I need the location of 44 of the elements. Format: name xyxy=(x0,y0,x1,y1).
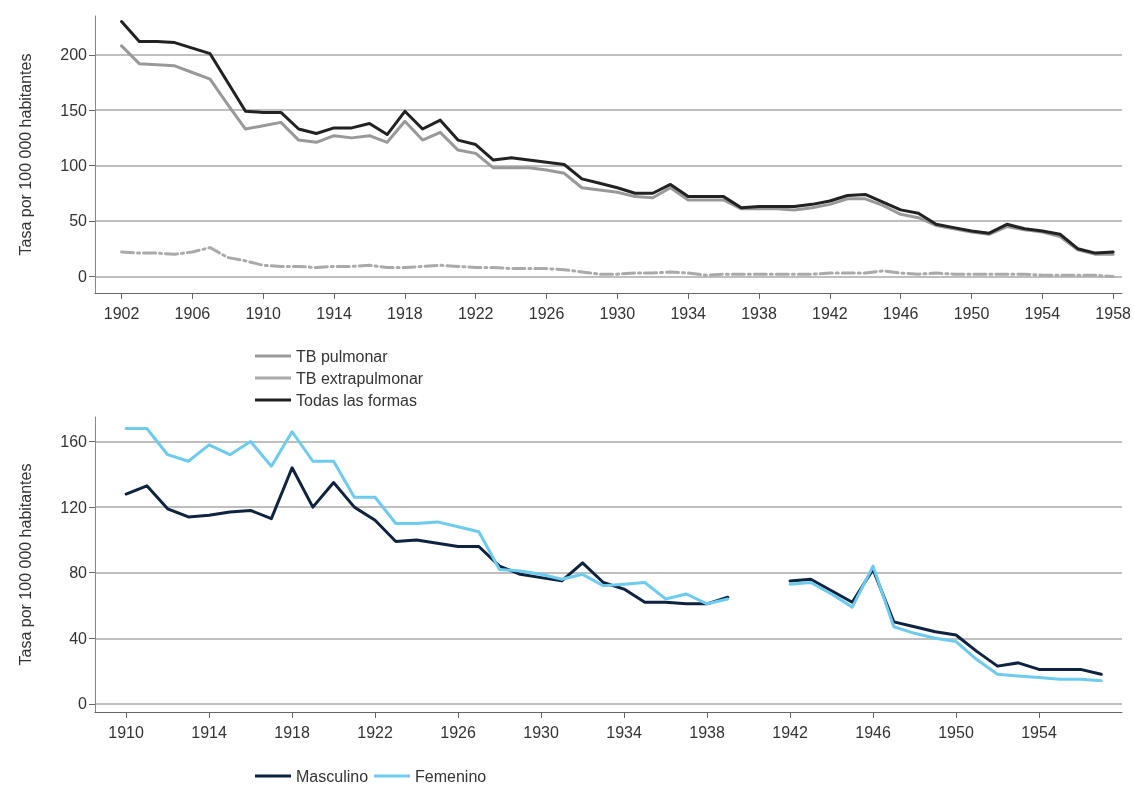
y-axis-title: Tasa por 100 000 habitantes xyxy=(16,463,34,666)
x-tick-label: 1910 xyxy=(108,723,145,741)
x-tick-label: 1954 xyxy=(1021,723,1057,741)
x-tick-label: 1914 xyxy=(316,304,352,322)
y-tick-label: 80 xyxy=(69,564,88,582)
legend-label: Masculino xyxy=(296,767,369,785)
x-tick-label: 1926 xyxy=(440,723,476,741)
x-tick-label: 1950 xyxy=(953,304,990,322)
y-tick-label: 0 xyxy=(78,695,88,713)
legend-label: TB extrapulmonar xyxy=(296,369,424,387)
x-tick-label: 1946 xyxy=(855,723,891,741)
x-tick-label: 1926 xyxy=(528,304,565,322)
x-tick-label: 1922 xyxy=(357,723,393,741)
legend-label: Femenino xyxy=(415,767,487,785)
y-tick-label: 0 xyxy=(78,267,88,285)
x-tick-label: 1950 xyxy=(938,723,974,741)
x-tick-label: 1914 xyxy=(191,723,228,741)
x-tick-label: 1902 xyxy=(103,304,140,322)
x-tick-label: 1934 xyxy=(670,304,707,322)
legend-label: TB pulmonar xyxy=(296,347,389,365)
x-tick-label: 1918 xyxy=(274,723,310,741)
y-axis-title: Tasa por 100 000 habitantes xyxy=(16,53,34,256)
x-tick-label: 1938 xyxy=(689,723,725,741)
x-tick-label: 1954 xyxy=(1024,304,1061,322)
y-tick-label: 40 xyxy=(69,629,88,647)
x-tick-label: 1938 xyxy=(741,304,777,322)
x-tick-label: 1958 xyxy=(1095,304,1132,322)
y-tick-label: 150 xyxy=(60,101,88,119)
x-tick-label: 1906 xyxy=(174,304,211,322)
x-tick-label: 1934 xyxy=(606,723,642,741)
y-tick-label: 100 xyxy=(60,157,88,175)
y-tick-label: 200 xyxy=(60,46,88,64)
x-tick-label: 1910 xyxy=(245,304,282,322)
x-tick-label: 1922 xyxy=(457,304,494,322)
x-tick-label: 1946 xyxy=(882,304,919,322)
y-tick-label: 120 xyxy=(60,498,88,516)
x-tick-label: 1942 xyxy=(772,723,808,741)
x-tick-label: 1942 xyxy=(812,304,848,322)
x-tick-label: 1930 xyxy=(523,723,559,741)
x-tick-label: 1930 xyxy=(599,304,636,322)
x-tick-label: 1918 xyxy=(387,304,423,322)
legend-label: Todas las formas xyxy=(296,391,417,409)
y-tick-label: 50 xyxy=(69,212,88,230)
y-tick-label: 160 xyxy=(60,433,88,451)
